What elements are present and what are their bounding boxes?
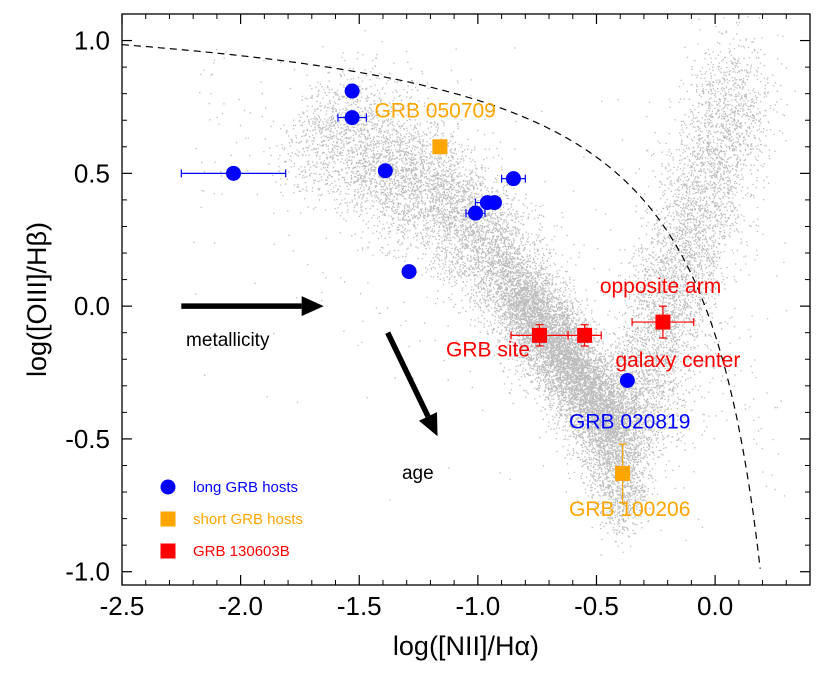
legend-marker-1 <box>160 511 176 527</box>
point-0-3 <box>377 163 393 179</box>
point-0-7 <box>467 205 483 221</box>
point-0-9 <box>619 373 635 389</box>
point-0-6 <box>486 195 502 211</box>
data-points <box>180 83 695 504</box>
legend-marker-0 <box>160 479 176 495</box>
annotation-grb-100206: GRB 100206 <box>569 498 690 521</box>
y-tick-label: 1.0 <box>74 26 110 56</box>
legend-label-1: short GRB hosts <box>193 511 303 528</box>
point-1-1 <box>615 465 631 481</box>
point-0-8 <box>401 264 417 280</box>
annotation-grb-020819: GRB 020819 <box>569 410 690 433</box>
arrow-age-head <box>418 412 438 437</box>
x-tick-label: 0.0 <box>697 591 733 621</box>
point-2-2 <box>655 314 671 330</box>
arrow-age-shaft <box>385 331 431 418</box>
point-2-0 <box>532 327 548 343</box>
arrow-metallicity-label: metallicity <box>186 330 270 351</box>
arrow-metallicity-head <box>301 296 324 317</box>
annotation-opposite-arm: opposite arm <box>600 275 721 298</box>
annotation-grb-050709: GRB 050709 <box>374 100 495 123</box>
y-tick-label: 0.5 <box>74 158 110 188</box>
axis-ticks: -2.5 -2.0 -1.5 -1.0 -0.5 0.0 1.0 0.5 0.0 -0.5 -1.0 <box>65 14 810 621</box>
legend-marker-2 <box>160 543 176 559</box>
arrow-age-label: age <box>402 463 434 484</box>
y-tick-label: -1.0 <box>65 557 110 587</box>
x-tick-label: -2.5 <box>100 591 145 621</box>
point-0-1 <box>344 110 360 126</box>
trend-arrows: metallicity age <box>181 296 438 484</box>
legend: long GRB hosts short GRB hosts GRB 130603B <box>160 479 303 560</box>
background-galaxy-cloud <box>193 16 796 556</box>
x-tick-label: -1.0 <box>455 591 500 621</box>
point-2-1 <box>577 327 593 343</box>
y-axis-title: log([OIII]/Hβ) <box>22 222 52 377</box>
x-axis-title: log([NII]/Hα) <box>393 631 539 661</box>
legend-label-2: GRB 130603B <box>193 543 290 560</box>
x-tick-label: -0.5 <box>574 591 619 621</box>
legend-label-0: long GRB hosts <box>193 479 298 496</box>
point-annotations: GRB 050709 opposite arm GRB site galaxy cen… <box>374 100 740 521</box>
plot-frame <box>121 13 811 586</box>
annotation-grb-site: GRB site <box>446 339 530 362</box>
y-tick-label: 0.0 <box>74 291 110 321</box>
point-1-0 <box>432 139 448 155</box>
x-tick-label: -2.0 <box>218 591 263 621</box>
point-0-2 <box>226 165 242 181</box>
point-0-4 <box>505 171 521 187</box>
y-tick-label: -0.5 <box>65 424 110 454</box>
x-tick-label: -1.5 <box>337 591 382 621</box>
annotation-galaxy-center: galaxy center <box>615 349 740 372</box>
point-0-0 <box>344 83 360 99</box>
background-points <box>193 16 796 556</box>
